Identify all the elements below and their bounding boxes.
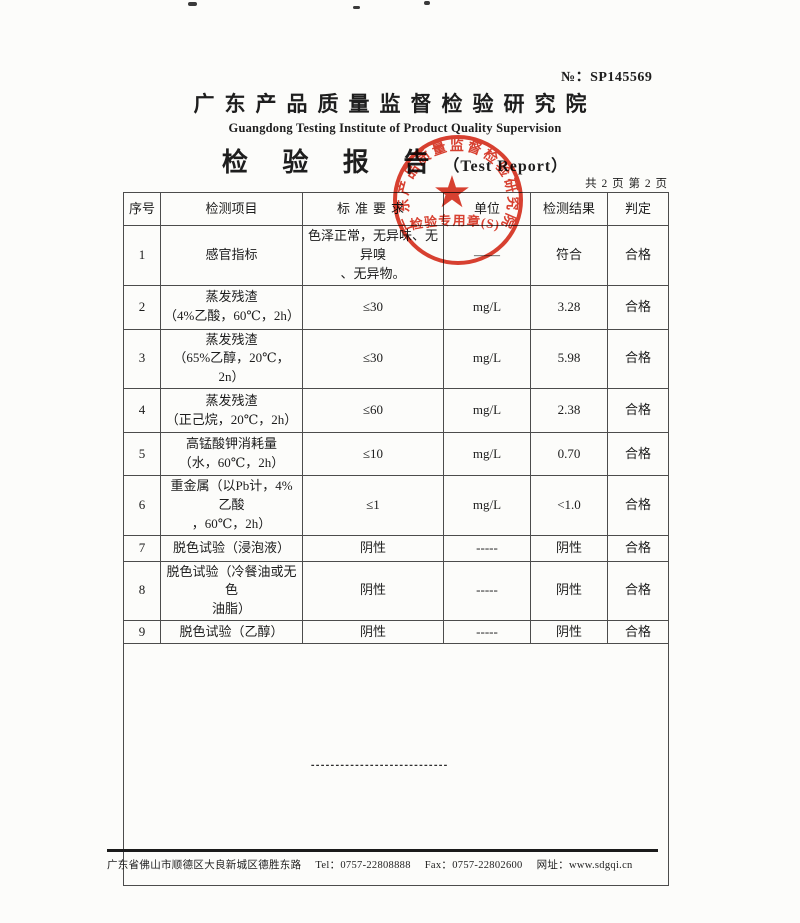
report-number-value: SP145569 [590, 70, 653, 85]
cell-no: 1 [123, 225, 161, 286]
end-of-data-separator: ---------------------------- [310, 761, 448, 772]
cell-no: 6 [123, 475, 161, 536]
table-row: 3 蒸发残渣 （65%乙醇，20℃，2n） ≤30 mg/L 5.98 合格 [123, 328, 669, 390]
cell-standard: ≤1 [302, 475, 444, 536]
cell-no: 8 [123, 560, 161, 622]
cell-result: 2.38 [530, 388, 608, 434]
column-header-unit: 单位 [443, 192, 531, 226]
cell-no: 7 [123, 534, 161, 562]
table-row: 1 感官指标 色泽正常，无异味、无异嗅 、无异物。 —— 符合 合格 [123, 225, 669, 286]
cell-unit: mg/L [443, 284, 531, 330]
institute-name-en: Guangdong Testing Institute of Product Q… [228, 121, 562, 135]
footer-tel: Tel：0757-22808888 [315, 860, 411, 871]
cell-result: 阴性 [530, 560, 608, 622]
cell-item: 感官指标 [160, 225, 303, 286]
cell-unit: mg/L [443, 388, 531, 434]
cell-unit: ----- [443, 560, 531, 622]
cell-item: 蒸发残渣 （正己烷，20℃，2h） [160, 388, 303, 434]
scan-artifact [353, 6, 360, 9]
table-row: 5 高锰酸钾消耗量 （水，60℃，2h） ≤10 mg/L 0.70 合格 [123, 432, 669, 477]
cell-no: 2 [123, 284, 161, 330]
cell-verdict: 合格 [607, 284, 669, 330]
table-row: 2 蒸发残渣 （4%乙酸，60℃，2h） ≤30 mg/L 3.28 合格 [123, 284, 669, 330]
cell-standard: 色泽正常，无异味、无异嗅 、无异物。 [302, 225, 444, 286]
cell-standard: ≤10 [302, 432, 444, 477]
cell-standard: 阴性 [302, 534, 444, 562]
institute-name-cn: 广东产品质量监督检验研究院 [193, 92, 597, 116]
cell-verdict: 合格 [607, 432, 669, 477]
footer-rule [107, 849, 658, 852]
cell-no: 4 [123, 388, 161, 434]
report-number-label: №： [561, 70, 591, 85]
table-row: 7 脱色试验（浸泡液） 阴性 ----- 阴性 合格 [123, 534, 669, 562]
cell-no: 3 [123, 328, 161, 390]
column-header-standard: 标准要求 [302, 192, 444, 226]
cell-item: 高锰酸钾消耗量 （水，60℃，2h） [160, 432, 303, 477]
cell-verdict: 合格 [607, 328, 669, 390]
cell-standard: 阴性 [302, 560, 444, 622]
footer-fax: Fax：0757-22802600 [424, 860, 523, 871]
cell-result: 阴性 [530, 620, 608, 645]
test-results-table: 序号 检测项目 标准要求 单位 检测结果 判定 1 感官指标 色泽正常，无异味、… [123, 192, 669, 887]
report-title-en: （Test Report） [443, 158, 569, 175]
table-empty-area: ---------------------------- [123, 643, 669, 887]
column-header-no: 序号 [123, 192, 161, 226]
cell-unit: ----- [443, 534, 531, 562]
cell-item: 重金属（以Pb计，4%乙酸 ，60℃，2h） [160, 475, 303, 536]
cell-standard: ≤60 [302, 388, 444, 434]
cell-verdict: 合格 [607, 475, 669, 536]
cell-result: 符合 [530, 225, 608, 286]
cell-unit: mg/L [443, 432, 531, 477]
cell-unit: ----- [443, 620, 531, 645]
cell-item: 脱色试验（浸泡液） [160, 534, 303, 562]
report-title-cn: 检 验 报 告 [221, 148, 444, 177]
cell-result: 0.70 [530, 432, 608, 477]
cell-result: 3.28 [530, 284, 608, 330]
cell-no: 9 [123, 620, 161, 645]
footer: 广东省佛山市顺德区大良新城区德胜东路 Tel：0757-22808888 Fax… [107, 857, 667, 872]
column-header-item: 检测项目 [160, 192, 303, 226]
cell-standard: ≤30 [302, 284, 444, 330]
cell-verdict: 合格 [607, 560, 669, 622]
table-row: 4 蒸发残渣 （正己烷，20℃，2h） ≤60 mg/L 2.38 合格 [123, 388, 669, 434]
scan-artifact [424, 1, 430, 5]
table-header-row: 序号 检测项目 标准要求 单位 检测结果 判定 [123, 192, 669, 226]
column-header-result: 检测结果 [530, 192, 608, 226]
cell-item: 蒸发残渣 （4%乙酸，60℃，2h） [160, 284, 303, 330]
cell-unit: mg/L [443, 328, 531, 390]
cell-result: <1.0 [530, 475, 608, 536]
document-header: 广东产品质量监督检验研究院 Guangdong Testing Institut… [100, 88, 690, 179]
cell-no: 5 [123, 432, 161, 477]
cell-item: 脱色试验（冷餐油或无色 油脂） [160, 560, 303, 622]
table-row: 9 脱色试验（乙醇） 阴性 ----- 阴性 合格 [123, 620, 669, 645]
table-row: 8 脱色试验（冷餐油或无色 油脂） 阴性 ----- 阴性 合格 [123, 560, 669, 622]
cell-item: 蒸发残渣 （65%乙醇，20℃，2n） [160, 328, 303, 390]
table-empty-area-row: ---------------------------- [123, 643, 669, 887]
scan-artifact [188, 2, 197, 6]
cell-standard: 阴性 [302, 620, 444, 645]
footer-website: 网址：www.sdgqi.cn [536, 860, 633, 871]
cell-result: 阴性 [530, 534, 608, 562]
cell-standard: ≤30 [302, 328, 444, 390]
report-number: №：SP145569 [561, 66, 652, 86]
cell-unit: mg/L [443, 475, 531, 536]
column-header-verdict: 判定 [607, 192, 669, 226]
cell-result: 5.98 [530, 328, 608, 390]
cell-unit: —— [443, 225, 531, 286]
cell-verdict: 合格 [607, 620, 669, 645]
cell-verdict: 合格 [607, 225, 669, 286]
table-row: 6 重金属（以Pb计，4%乙酸 ，60℃，2h） ≤1 mg/L <1.0 合格 [123, 475, 669, 536]
footer-address: 广东省佛山市顺德区大良新城区德胜东路 [107, 860, 302, 871]
report-title: 检 验 报 告（Test Report） [100, 142, 690, 179]
cell-item: 脱色试验（乙醇） [160, 620, 303, 645]
page-indicator: 共 2 页 第 2 页 [585, 178, 668, 190]
cell-verdict: 合格 [607, 388, 669, 434]
cell-verdict: 合格 [607, 534, 669, 562]
